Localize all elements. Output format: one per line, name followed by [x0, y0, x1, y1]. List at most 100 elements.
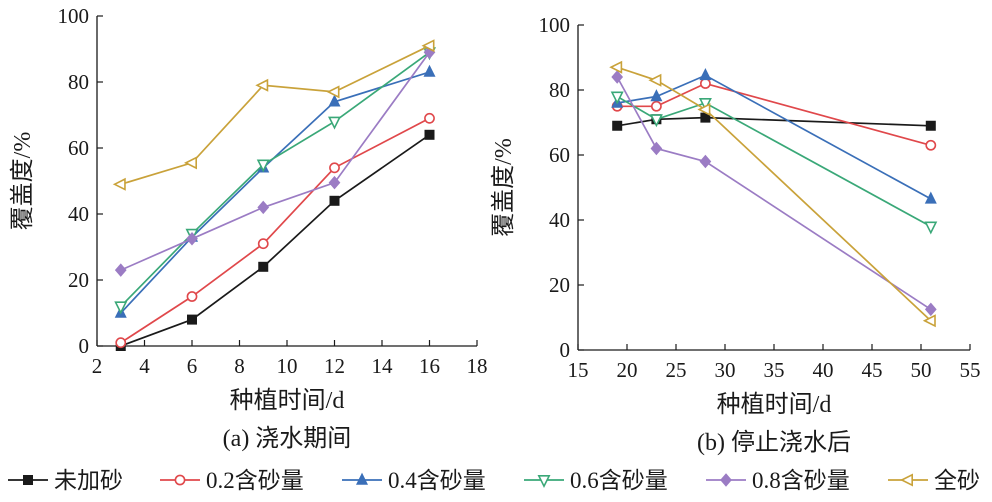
x-tick-label: 16 — [419, 354, 440, 378]
x-tick-label: 18 — [467, 354, 488, 378]
data-point — [610, 91, 624, 105]
y-tick-label: 20 — [68, 268, 89, 292]
y-tick-label: 100 — [58, 4, 90, 28]
series-line-2 — [120, 71, 430, 314]
y-tick-label: 40 — [68, 202, 89, 226]
legend-marker — [537, 474, 551, 488]
data-point — [925, 120, 936, 131]
data-point — [186, 231, 198, 246]
series-line-1 — [120, 117, 430, 344]
y-tick-label: 60 — [68, 136, 89, 160]
data-point — [258, 261, 269, 272]
data-point — [924, 191, 937, 204]
series-line-0 — [617, 116, 931, 127]
data-point — [328, 116, 341, 130]
series-line-2 — [617, 74, 932, 200]
series-line-0 — [120, 134, 430, 347]
data-point — [648, 73, 662, 87]
data-point — [326, 85, 340, 99]
y-tick-label: 80 — [68, 70, 89, 94]
legend-marker — [355, 472, 369, 485]
x-tick-label: 2 — [92, 354, 103, 378]
data-point — [700, 78, 711, 89]
data-point — [609, 60, 623, 74]
data-point — [256, 159, 270, 173]
data-point — [115, 337, 127, 349]
x-tick-label: 25 — [666, 358, 687, 382]
y-tick-label: 0 — [79, 334, 90, 358]
series-line-5 — [616, 66, 932, 322]
x-tick-label: 6 — [187, 354, 198, 378]
x-tick-label: 10 — [277, 354, 298, 378]
x-tick-label: 50 — [911, 358, 932, 382]
data-point — [697, 103, 711, 116]
legend-marker — [720, 473, 732, 487]
data-point — [649, 114, 663, 128]
data-point — [184, 156, 197, 170]
y-tick-label: 80 — [549, 78, 570, 102]
x-tick-label: 12 — [324, 354, 345, 378]
y-tick-label: 0 — [560, 338, 571, 362]
data-point — [187, 314, 197, 325]
y-tick-label: 20 — [549, 273, 570, 297]
data-point — [329, 162, 340, 174]
legend-label: 0.6含砂量 — [570, 468, 668, 493]
data-point — [328, 175, 341, 190]
data-point — [612, 120, 623, 131]
legend-label: 0.4含砂量 — [388, 468, 486, 493]
data-point — [255, 78, 269, 92]
x-tick-label: 14 — [372, 354, 394, 378]
data-point — [423, 64, 436, 77]
y-axis-label: 覆盖度/% — [9, 132, 36, 231]
data-point — [924, 302, 937, 317]
x-tick-label: 15 — [568, 358, 589, 382]
series-line-4 — [616, 76, 932, 311]
legend-label: 全砂 — [934, 468, 980, 493]
x-tick-label: 20 — [617, 358, 638, 382]
x-tick-label: 8 — [234, 354, 245, 378]
legend-marker — [23, 475, 33, 485]
legend: 未加砂 0.2含砂量 0.4含砂量 0.6含砂量 0.8含砂量 全砂 — [8, 468, 980, 493]
chart-panel-b: 0 20 40 60 80 100 15 20 25 30 35 40 45 50 55 种植时间/d 覆盖度/… — [490, 13, 981, 456]
legend-label: 0.2含砂量 — [206, 468, 304, 493]
data-point — [925, 139, 937, 151]
x-tick-label: 30 — [715, 358, 736, 382]
x-tick-label: 40 — [813, 358, 834, 382]
data-point — [424, 129, 435, 140]
data-point — [650, 141, 663, 156]
legend-label: 0.8含砂量 — [752, 468, 850, 493]
data-point — [186, 291, 198, 302]
panel-caption: (b) 停止浇水后 — [697, 429, 851, 456]
legend-marker — [174, 474, 186, 486]
data-point — [421, 39, 435, 53]
data-point — [257, 200, 270, 215]
x-tick-label: 45 — [862, 358, 883, 382]
panel-caption: (a) 浇水期间 — [223, 425, 352, 452]
data-point — [112, 177, 126, 191]
data-point — [699, 154, 712, 169]
data-point — [114, 301, 128, 315]
data-point — [114, 263, 127, 277]
data-point — [650, 89, 663, 102]
x-tick-label: 55 — [960, 358, 981, 382]
y-axis-label: 覆盖度/% — [490, 138, 517, 237]
series-line-3 — [616, 95, 932, 228]
legend-label: 未加砂 — [54, 468, 123, 493]
legend-marker — [900, 473, 914, 487]
data-point — [698, 98, 712, 111]
data-point — [651, 100, 662, 112]
data-point — [257, 238, 269, 250]
y-tick-label: 60 — [549, 143, 570, 167]
y-tick-label: 100 — [539, 13, 571, 37]
data-point — [924, 221, 938, 235]
y-tick-label: 40 — [549, 208, 570, 232]
x-axis-label: 种植时间/d — [230, 387, 345, 414]
data-point — [424, 112, 435, 124]
data-point — [611, 70, 624, 84]
data-point — [329, 195, 340, 206]
chart-panel-a: 0 20 40 60 80 100 2 4 6 8 10 12 14 16 18 种植时间/d 覆盖度/% (a)… — [9, 4, 488, 452]
data-point — [699, 68, 712, 81]
series-line-3 — [120, 51, 431, 307]
series-line-4 — [120, 51, 431, 271]
